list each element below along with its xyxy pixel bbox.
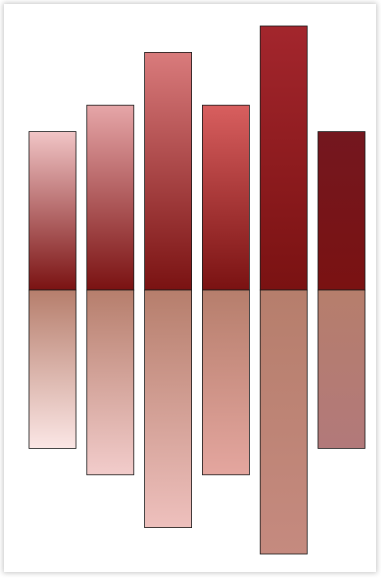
bar-lower-1	[28, 289, 77, 449]
bar-lower-3	[144, 289, 193, 529]
bar-upper-1	[28, 131, 77, 291]
bar-lower-4	[201, 289, 250, 476]
bar-lower-2	[86, 289, 135, 476]
bar-upper-2	[86, 104, 135, 291]
upper-bars-group	[28, 25, 366, 291]
bar-upper-5	[259, 25, 308, 291]
chart-card	[4, 4, 376, 572]
bar-upper-6	[317, 131, 366, 291]
bar-upper-3	[144, 52, 193, 291]
lower-bars-group	[28, 289, 366, 555]
bar-upper-4	[201, 104, 250, 291]
mirrored-bar-chart	[28, 25, 366, 555]
bar-lower-6	[317, 289, 366, 449]
bar-lower-5	[259, 289, 308, 555]
